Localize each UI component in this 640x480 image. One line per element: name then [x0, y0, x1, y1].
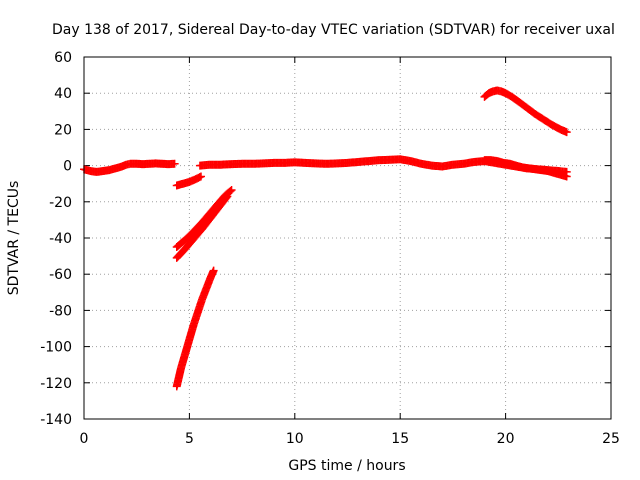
data-point	[209, 266, 218, 275]
y-tick-label: -80	[49, 303, 72, 319]
y-tick-label: 0	[63, 159, 72, 175]
series-3	[480, 86, 571, 137]
y-tick-label: -140	[40, 412, 72, 428]
data-point	[227, 186, 236, 195]
y-tick-label: -40	[49, 231, 72, 247]
y-tick-label: -60	[49, 267, 72, 283]
y-tick-label: 40	[54, 86, 72, 102]
y-tick-label: 20	[54, 122, 72, 138]
series-0	[80, 159, 179, 176]
plot-frame	[83, 56, 612, 420]
y-tick-label: -100	[40, 340, 72, 356]
data-point	[223, 192, 232, 201]
series-6	[172, 192, 232, 262]
x-tick-label: 0	[80, 431, 89, 447]
x-axis-label: GPS time / hours	[288, 458, 405, 474]
data-points	[80, 86, 571, 391]
x-tick-label: 10	[286, 431, 304, 447]
y-tick-label: -20	[49, 195, 72, 211]
data-point	[222, 193, 231, 202]
x-tick-label: 15	[391, 431, 409, 447]
data-point	[196, 172, 205, 181]
ticks: -140 -120 -100 -80 -60 -40 -20 0 20 40 60 0 5 10 15 20 2…	[40, 50, 620, 447]
data-point	[170, 159, 179, 168]
series-7	[172, 266, 218, 391]
x-tick-label: 25	[602, 431, 620, 447]
y-tick-label: 60	[54, 50, 72, 66]
x-tick-label: 5	[185, 431, 194, 447]
data-point	[226, 186, 235, 195]
y-tick-label: -120	[40, 376, 72, 392]
data-point	[562, 128, 571, 137]
series-4	[172, 172, 205, 190]
y-axis-label: SDTVAR / TECUs	[6, 181, 22, 296]
data-point	[562, 172, 571, 181]
series-2	[480, 156, 571, 181]
chart-title: Day 138 of 2017, Sidereal Day-to-day VTE…	[52, 22, 615, 38]
x-tick-label: 20	[497, 431, 515, 447]
